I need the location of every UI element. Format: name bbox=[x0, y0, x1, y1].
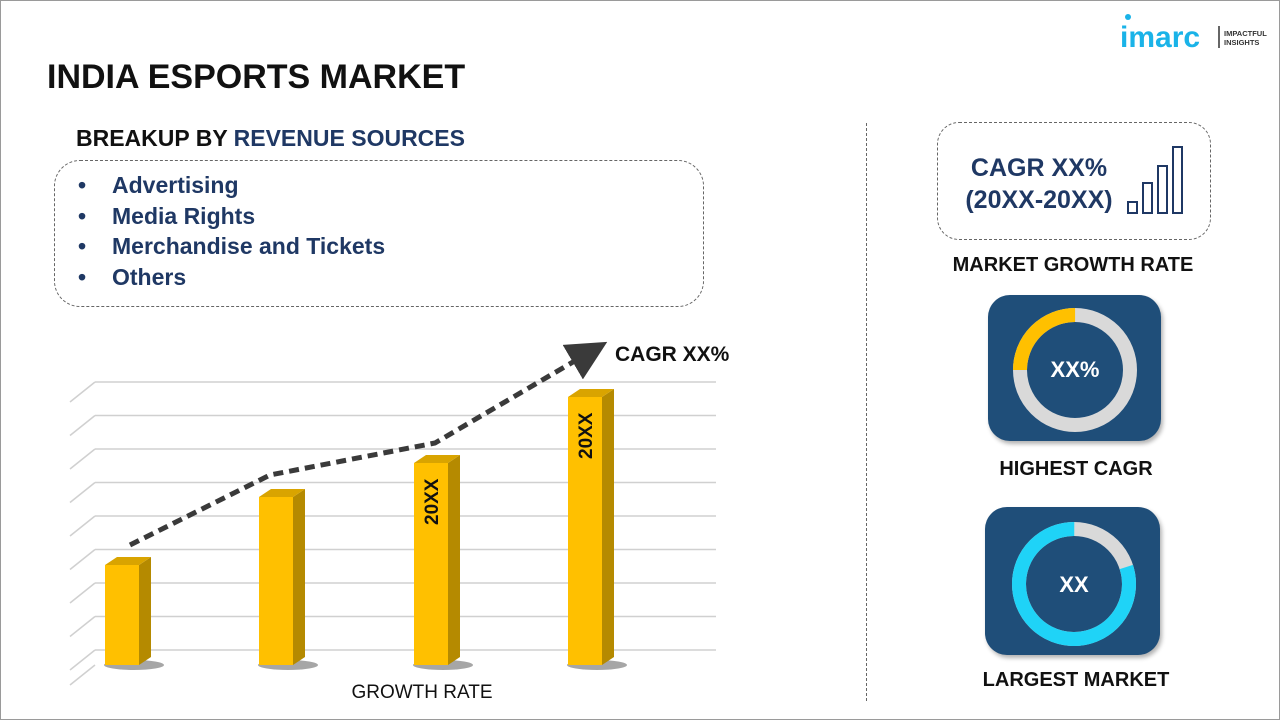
bullet: • bbox=[78, 233, 87, 259]
bar-side bbox=[448, 455, 460, 665]
trend-line bbox=[128, 341, 608, 548]
bar-side bbox=[293, 489, 305, 665]
highest-cagr-caption: HIGHEST CAGR bbox=[999, 458, 1153, 480]
bar-front bbox=[259, 497, 293, 665]
bar bbox=[258, 489, 318, 670]
bar-side bbox=[602, 389, 614, 665]
bar-label: 20XX bbox=[576, 412, 597, 459]
gridline-depth bbox=[69, 649, 96, 671]
bar-side bbox=[139, 557, 151, 665]
bar-top bbox=[568, 389, 614, 397]
heading-prefix: BREAKUP BY bbox=[76, 125, 228, 151]
item-label: Merchandise and Tickets bbox=[112, 233, 386, 259]
bar bbox=[104, 557, 164, 670]
list-item: • Others bbox=[78, 264, 385, 295]
svg-text:INSIGHTS: INSIGHTS bbox=[1224, 38, 1259, 47]
bullet: • bbox=[78, 263, 87, 290]
svg-text:IMPACTFUL: IMPACTFUL bbox=[1224, 29, 1267, 38]
bar-front bbox=[105, 565, 139, 665]
bar-front bbox=[568, 397, 602, 665]
largest-market-donut bbox=[1012, 522, 1136, 646]
bar-top bbox=[105, 557, 151, 565]
gridline-depth bbox=[69, 515, 96, 537]
item-label: Advertising bbox=[112, 172, 239, 198]
item-label: Others bbox=[112, 263, 187, 290]
gridline-depth bbox=[69, 481, 96, 504]
bar-label: 20XX bbox=[422, 478, 443, 525]
heading-highlight: REVENUE SOURCES bbox=[233, 125, 465, 151]
item-label: Media Rights bbox=[112, 202, 256, 229]
growth-chart: 20XX 20XX CAGR XX% GROWTH RATE bbox=[69, 341, 730, 703]
bar: 20XX bbox=[413, 455, 473, 670]
breakup-heading: BREAKUP BY REVENUE SOURCES bbox=[76, 125, 465, 152]
highest-cagr-value: XX% bbox=[1050, 357, 1100, 382]
largest-market-caption: LARGEST MARKET bbox=[982, 669, 1170, 691]
highest-cagr-donut bbox=[1013, 308, 1137, 432]
largest-market-value: XX bbox=[1059, 572, 1089, 597]
bullet: • bbox=[78, 172, 87, 198]
cagr-box bbox=[937, 122, 1211, 240]
cagr-period: (20XX-20XX) bbox=[965, 186, 1113, 214]
bullet: • bbox=[78, 202, 87, 229]
gridline-depth bbox=[69, 548, 96, 571]
list-item: • Advertising bbox=[78, 172, 385, 203]
cagr-value: CAGR XX% bbox=[970, 154, 1108, 182]
gridline-depth bbox=[69, 414, 96, 437]
trend-annotation: CAGR XX% bbox=[615, 343, 730, 366]
revenue-sources-box bbox=[54, 160, 704, 307]
donut-segment bbox=[1012, 522, 1136, 646]
gridline-depth bbox=[69, 664, 96, 686]
bar-growth-icon bbox=[1127, 146, 1183, 214]
gridline-depth bbox=[69, 448, 96, 470]
list-item: • Merchandise and Tickets bbox=[78, 233, 385, 264]
bar: 20XX bbox=[567, 389, 627, 670]
revenue-sources-list: • Advertising • Media Rights • Merchandise … bbox=[78, 172, 385, 294]
bar-front bbox=[414, 463, 448, 665]
x-axis-label: GROWTH RATE bbox=[351, 682, 492, 703]
page-title: INDIA ESPORTS MARKET bbox=[47, 58, 466, 96]
imarc-logo: imarc IMPACTFUL INSIGHTS bbox=[1120, 14, 1270, 59]
list-item: • Media Rights bbox=[78, 203, 385, 234]
bar-top bbox=[259, 489, 305, 497]
gridline-depth bbox=[69, 582, 96, 604]
svg-text:imarc: imarc bbox=[1120, 21, 1200, 54]
cagr-text: CAGR XX% (20XX-20XX) bbox=[950, 152, 1128, 216]
bar-top bbox=[414, 455, 460, 463]
gridline-depth bbox=[69, 381, 96, 403]
donut-segment bbox=[1013, 308, 1137, 432]
gridline-depth bbox=[69, 615, 96, 638]
section-divider bbox=[866, 123, 867, 701]
market-growth-rate-caption: MARKET GROWTH RATE bbox=[952, 254, 1194, 276]
